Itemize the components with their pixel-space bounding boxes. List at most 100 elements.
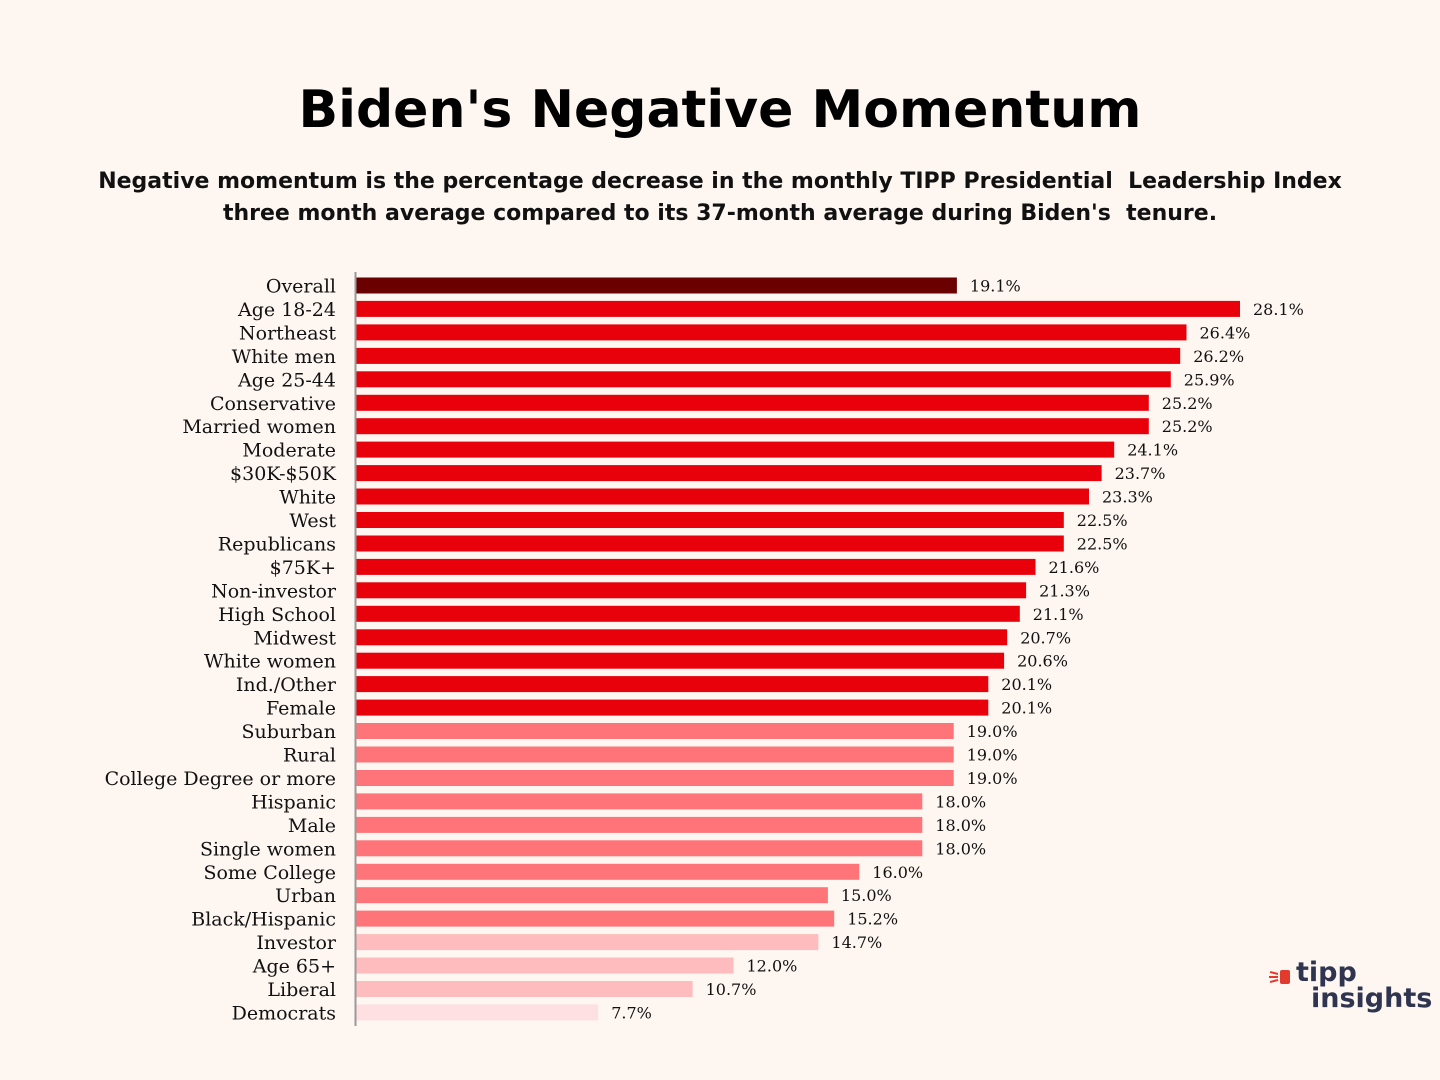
category-label-conservative: Conservative xyxy=(210,393,336,415)
value-label-rural: 19.0% xyxy=(967,746,1018,765)
category-label-moderate: Moderate xyxy=(242,440,336,462)
value-label-some-college: 16.0% xyxy=(872,863,923,882)
bar-female xyxy=(356,699,989,716)
bar-ind-other xyxy=(356,676,989,693)
bar-northeast xyxy=(356,324,1187,341)
bar-white-women xyxy=(356,652,1005,669)
value-label-liberal: 10.7% xyxy=(706,980,757,999)
value-label-conservative: 25.2% xyxy=(1162,394,1213,413)
category-label-rural: Rural xyxy=(283,745,336,767)
category-label-suburban: Suburban xyxy=(242,721,336,743)
category-label-northeast: Northeast xyxy=(239,322,336,344)
category-label-democrats: Democrats xyxy=(232,1002,336,1024)
value-label-college-degree-or-more: 19.0% xyxy=(967,769,1018,788)
bar-high-school xyxy=(356,605,1020,622)
bar-white xyxy=(356,488,1089,505)
chart-title: Biden's Negative Momentum xyxy=(298,80,1142,140)
bar-male xyxy=(356,816,923,833)
value-label-30k-50k: 23.7% xyxy=(1115,464,1166,483)
value-label-non-investor: 21.3% xyxy=(1039,581,1090,600)
bar-75k xyxy=(356,558,1036,575)
bars-layer xyxy=(356,277,1240,1021)
category-label-college-degree-or-more: College Degree or more xyxy=(105,768,336,790)
bar-some-college xyxy=(356,863,860,880)
value-label-female: 20.1% xyxy=(1001,699,1052,718)
value-label-northeast: 26.4% xyxy=(1200,323,1251,342)
value-label-male: 18.0% xyxy=(935,816,986,835)
category-label-single-women: Single women xyxy=(200,838,336,860)
category-label-high-school: High School xyxy=(218,604,336,626)
category-label-investor: Investor xyxy=(256,932,337,954)
category-label-non-investor: Non-investor xyxy=(211,580,337,602)
bar-age-65 xyxy=(356,957,734,974)
value-label-white: 23.3% xyxy=(1102,488,1153,507)
bar-white-men xyxy=(356,347,1181,364)
category-label-liberal: Liberal xyxy=(267,979,336,1001)
value-label-urban: 15.0% xyxy=(841,886,892,905)
category-label-age-18-24: Age 18-24 xyxy=(237,299,336,321)
bar-liberal xyxy=(356,981,693,997)
value-label-age-18-24: 28.1% xyxy=(1253,300,1304,319)
category-label-white: White xyxy=(279,487,336,509)
bar-married-women xyxy=(356,418,1149,435)
category-label-west: West xyxy=(289,510,336,532)
value-label-white-women: 20.6% xyxy=(1017,652,1068,671)
category-label-hispanic: Hispanic xyxy=(251,791,336,813)
value-label-black-hispanic: 15.2% xyxy=(847,910,898,929)
value-label-republicans: 22.5% xyxy=(1077,535,1128,554)
value-label-moderate: 24.1% xyxy=(1127,441,1178,460)
bar-30k-50k xyxy=(356,465,1102,482)
category-label-white-men: White men xyxy=(232,346,336,368)
bar-black-hispanic xyxy=(356,910,835,927)
value-label-midwest: 20.7% xyxy=(1020,628,1071,647)
bar-age-25-44 xyxy=(356,371,1171,388)
category-label-married-women: Married women xyxy=(182,416,336,438)
category-label-ind-other: Ind./Other xyxy=(236,674,337,696)
value-label-single-women: 18.0% xyxy=(935,839,986,858)
value-label-high-school: 21.1% xyxy=(1033,605,1084,624)
logo-line-1: tipp xyxy=(1296,957,1357,988)
bar-urban xyxy=(356,887,828,904)
bar-west xyxy=(356,512,1064,528)
category-label-some-college: Some College xyxy=(203,862,336,884)
value-label-married-women: 25.2% xyxy=(1162,417,1213,436)
category-label-black-hispanic: Black/Hispanic xyxy=(191,909,336,931)
tipp-insights-logo: tipp insights xyxy=(1268,959,1432,1020)
category-label-midwest: Midwest xyxy=(253,627,336,649)
logo-wordmark: tipp insights xyxy=(1296,957,1432,1012)
value-label-west: 22.5% xyxy=(1077,511,1128,530)
value-label-white-men: 26.2% xyxy=(1193,347,1244,366)
bar-democrats xyxy=(356,1004,599,1021)
value-label-hispanic: 18.0% xyxy=(935,792,986,811)
bar-overall xyxy=(356,277,957,294)
bar-college-degree-or-more xyxy=(356,770,954,786)
bar-suburban xyxy=(356,723,954,739)
bar-midwest xyxy=(356,629,1008,646)
bar-non-investor xyxy=(356,582,1027,599)
bar-conservative xyxy=(356,394,1149,411)
logo-signal-icon xyxy=(1269,970,1290,984)
category-label-75k: $75K+ xyxy=(270,557,336,579)
category-label-30k-50k: $30K-$50K xyxy=(230,463,337,485)
category-label-republicans: Republicans xyxy=(218,534,336,556)
category-label-male: Male xyxy=(288,815,336,837)
bar-age-18-24 xyxy=(356,300,1240,317)
bar-hispanic xyxy=(356,793,923,810)
value-label-investor: 14.7% xyxy=(831,933,882,952)
category-label-female: Female xyxy=(266,698,336,720)
bar-republicans xyxy=(356,535,1064,552)
value-label-75k: 21.6% xyxy=(1049,558,1100,577)
category-label-age-25-44: Age 25-44 xyxy=(237,369,336,391)
category-label-overall: Overall xyxy=(266,276,336,298)
category-label-urban: Urban xyxy=(275,885,336,907)
value-label-age-25-44: 25.9% xyxy=(1184,370,1235,389)
value-label-ind-other: 20.1% xyxy=(1001,675,1052,694)
bar-rural xyxy=(356,746,954,763)
bar-moderate xyxy=(356,441,1115,458)
bar-investor xyxy=(356,934,819,951)
category-label-age-65: Age 65+ xyxy=(252,956,336,978)
value-label-democrats: 7.7% xyxy=(611,1003,652,1022)
